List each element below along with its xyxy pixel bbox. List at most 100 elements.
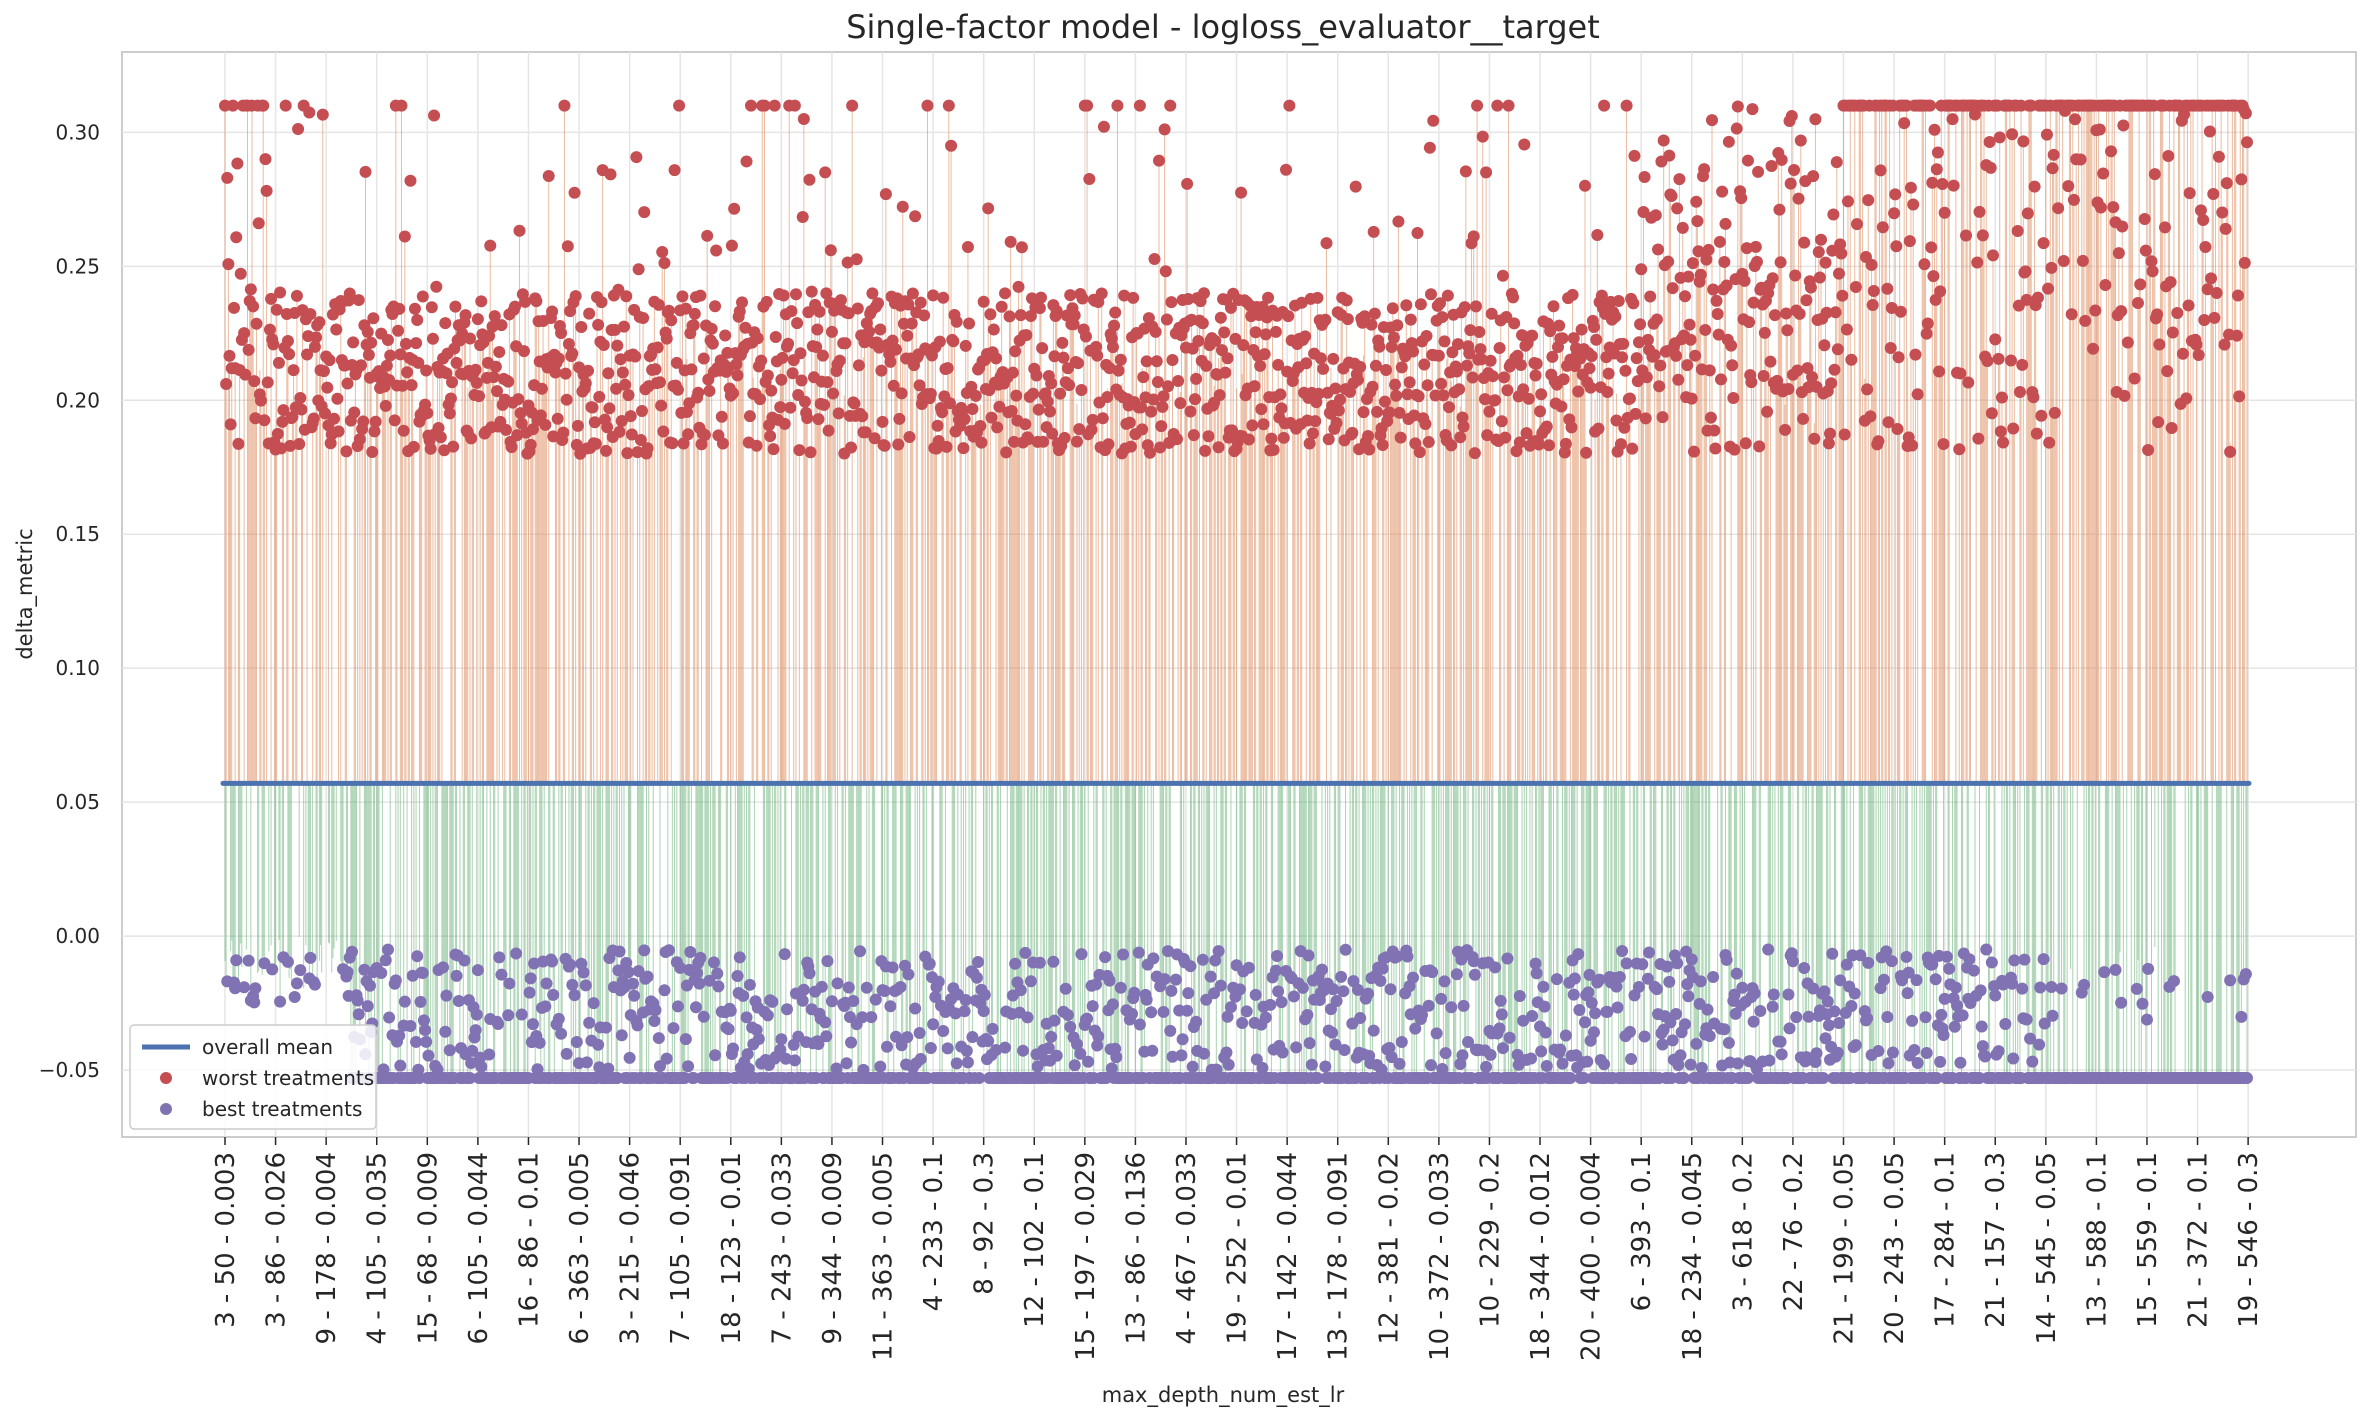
best-treatment-point: [533, 1036, 546, 1049]
worst-treatment-point: [1432, 349, 1445, 362]
worst-treatment-point: [1427, 114, 1440, 127]
best-treatment-point: [568, 989, 581, 1002]
best-treatment-point: [1480, 1060, 1493, 1073]
worst-treatment-point: [526, 423, 539, 436]
worst-treatment-point: [625, 428, 638, 441]
best-treatment-point: [524, 972, 537, 985]
worst-treatment-point: [624, 410, 637, 423]
worst-treatment-point: [719, 329, 732, 342]
worst-treatment-point: [1081, 99, 1094, 112]
best-treatment-point: [1718, 1023, 1731, 1036]
best-treatment-point: [411, 950, 424, 963]
best-treatment-point: [641, 970, 654, 983]
best-treatment-point: [1391, 950, 1404, 963]
worst-treatment-point: [613, 425, 626, 438]
worst-treatment-point: [1300, 357, 1313, 370]
worst-treatment-point: [813, 305, 826, 318]
worst-treatment-point: [1757, 370, 1770, 383]
best-treatment-point: [923, 957, 936, 970]
worst-treatment-point: [1362, 429, 1375, 442]
worst-treatment-point: [1258, 348, 1271, 361]
best-treatment-point: [1126, 1007, 1139, 1020]
worst-treatment-point: [1282, 310, 1295, 323]
best-treatment-point: [375, 966, 388, 979]
worst-treatment-point: [1672, 373, 1685, 386]
best-treatments-series: [221, 943, 2253, 1085]
worst-treatment-point: [1809, 113, 1822, 126]
worst-treatment-point: [909, 210, 922, 223]
best-treatment-point: [238, 981, 251, 994]
worst-treatment-point: [918, 309, 931, 322]
worst-treatment-point: [1079, 330, 1092, 343]
worst-treatment-point: [354, 359, 367, 372]
worst-treatment-point: [1670, 349, 1683, 362]
worst-treatment-point: [965, 380, 978, 393]
best-treatment-point: [648, 1015, 661, 1028]
worst-treatment-point: [2203, 125, 2216, 138]
worst-treatment-point: [1671, 202, 1684, 215]
best-treatment-point: [1730, 967, 1743, 980]
worst-treatment-point: [1960, 229, 1973, 242]
worst-treatment-point: [313, 316, 326, 329]
worst-treatment-point: [2065, 308, 2078, 321]
best-treatment-point: [1685, 953, 1698, 966]
worst-treatment-point: [1907, 198, 1920, 211]
worst-treatment-point: [1806, 370, 1819, 383]
worst-treatment-point: [290, 289, 303, 302]
worst-treatment-point: [2230, 329, 2243, 342]
worst-treatment-point: [1867, 284, 1880, 297]
worst-treatment-point: [1008, 435, 1021, 448]
best-treatment-point: [1335, 970, 1348, 983]
worst-treatment-point: [1371, 405, 1384, 418]
worst-treatment-point: [1709, 442, 1722, 455]
worst-treatment-point: [1319, 313, 1332, 326]
best-treatment-point: [703, 974, 716, 987]
worst-treatment-point: [1070, 435, 1083, 448]
worst-treatment-point: [1317, 362, 1330, 375]
worst-treatment-point: [1662, 255, 1675, 268]
worst-treatment-point: [2040, 128, 2053, 141]
worst-treatment-point: [260, 184, 273, 197]
worst-treatment-point: [1036, 342, 1049, 355]
worst-treatment-point: [703, 384, 716, 397]
best-treatment-point: [1204, 970, 1217, 983]
best-treatment-point: [1275, 996, 1288, 1009]
best-treatment-point: [1311, 1072, 1324, 1085]
best-treatment-point: [840, 1057, 853, 1070]
worst-treatment-point: [1057, 351, 1070, 364]
worst-treatment-point: [1127, 291, 1140, 304]
worst-treatment-point: [1704, 411, 1717, 424]
worst-treatment-point: [1881, 282, 1894, 295]
best-treatment-point: [1467, 955, 1480, 968]
worst-treatment-point: [547, 430, 560, 443]
worst-treatment-point: [1367, 225, 1380, 238]
worst-treatment-point: [1269, 325, 1282, 338]
worst-treatment-point: [366, 446, 379, 459]
worst-treatment-point: [353, 433, 366, 446]
worst-treatment-point: [2047, 148, 2060, 161]
best-treatment-point: [1146, 1044, 1159, 1057]
worst-treatment-point: [471, 313, 484, 326]
best-treatment-point: [475, 1060, 488, 1073]
worst-treatment-point: [1862, 194, 1875, 207]
worst-treatment-point: [1123, 416, 1136, 429]
worst-treatment-point: [1831, 343, 1844, 356]
worst-treatment-point: [850, 253, 863, 266]
best-treatment-point: [1164, 1024, 1177, 1037]
best-treatment-point: [1114, 981, 1127, 994]
worst-treatment-point: [399, 337, 412, 350]
worst-treatment-point: [1136, 423, 1149, 436]
best-treatment-point: [878, 984, 891, 997]
worst-treatment-point: [317, 365, 330, 378]
worst-treatment-point: [852, 359, 865, 372]
worst-treatment-point: [2183, 187, 2196, 200]
worst-treatment-point: [1076, 292, 1089, 305]
best-treatment-point: [1337, 985, 1350, 998]
worst-treatment-point: [1716, 185, 1729, 198]
worst-treatment-point: [1056, 336, 1069, 349]
worst-treatment-point: [1045, 377, 1058, 390]
best-treatment-point: [1197, 1047, 1210, 1060]
worst-treatment-point: [1378, 395, 1391, 408]
worst-treatment-point: [310, 331, 323, 344]
worst-treatment-point: [1679, 290, 1692, 303]
